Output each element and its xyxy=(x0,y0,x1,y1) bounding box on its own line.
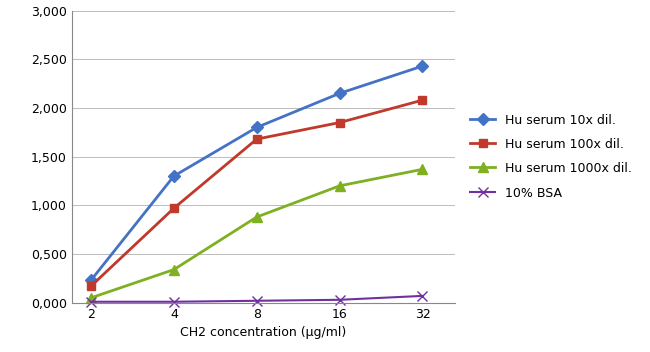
10% BSA xyxy=(335,298,343,302)
Line: Hu serum 100x dil.: Hu serum 100x dil. xyxy=(86,96,426,290)
10% BSA xyxy=(253,298,261,303)
Hu serum 10x dil. xyxy=(170,174,177,178)
10% BSA xyxy=(419,294,426,298)
X-axis label: CH2 concentration (μg/ml): CH2 concentration (μg/ml) xyxy=(180,326,346,339)
Hu serum 1000x dil. xyxy=(87,296,95,300)
Line: 10% BSA: 10% BSA xyxy=(86,291,427,307)
Line: Hu serum 10x dil.: Hu serum 10x dil. xyxy=(86,62,426,284)
Hu serum 1000x dil. xyxy=(253,215,261,219)
Hu serum 100x dil. xyxy=(253,137,261,141)
Hu serum 10x dil. xyxy=(419,64,426,68)
Legend: Hu serum 10x dil., Hu serum 100x dil., Hu serum 1000x dil., 10% BSA: Hu serum 10x dil., Hu serum 100x dil., H… xyxy=(465,109,637,205)
Hu serum 1000x dil. xyxy=(335,184,343,188)
Hu serum 1000x dil. xyxy=(170,268,177,272)
10% BSA xyxy=(87,300,95,304)
Hu serum 10x dil. xyxy=(335,91,343,95)
Hu serum 100x dil. xyxy=(87,284,95,288)
Line: Hu serum 1000x dil.: Hu serum 1000x dil. xyxy=(86,164,427,303)
Hu serum 100x dil. xyxy=(170,206,177,210)
Hu serum 10x dil. xyxy=(253,125,261,130)
Hu serum 1000x dil. xyxy=(419,167,426,171)
Hu serum 100x dil. xyxy=(419,98,426,102)
Hu serum 10x dil. xyxy=(87,278,95,282)
Hu serum 100x dil. xyxy=(335,120,343,125)
10% BSA xyxy=(170,300,177,304)
